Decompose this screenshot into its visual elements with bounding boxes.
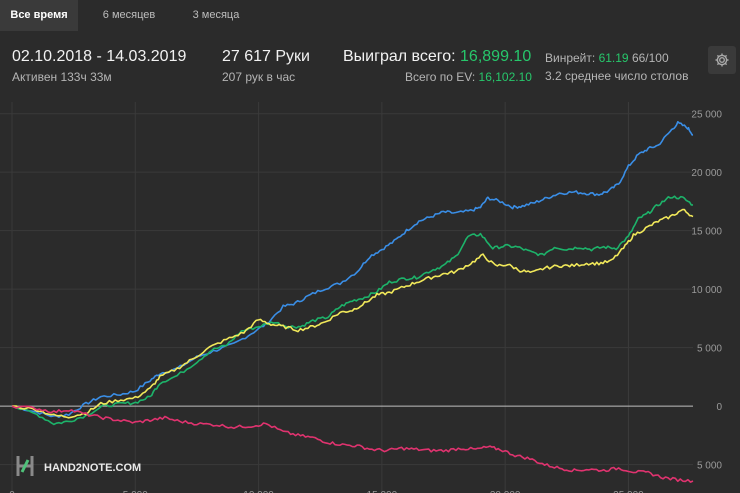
y-tick-label: 25 000 — [691, 110, 722, 121]
chart-axis-labels: 0 5 000 10 000 15 000 20 000 25 000 5 000 0 5 00… — [9, 110, 722, 493]
y-tick-label: 5 000 — [697, 344, 722, 355]
pink-series-line — [11, 405, 694, 483]
ev-total: Всего по EV: 16,102.10 — [405, 70, 532, 84]
hands-count: 27 617 Руки — [222, 48, 310, 65]
period-tabs: Все время 6 месяцев 3 месяца — [0, 0, 740, 31]
tab-6-months[interactable]: 6 месяцев — [102, 9, 156, 21]
y-tick-label: 5 000 — [697, 461, 722, 472]
green-series-line — [11, 195, 694, 426]
x-tick-label: 5 000 — [123, 490, 148, 493]
chart-series — [11, 121, 694, 483]
hand2note-logo: HAND2NOTE.COM — [16, 456, 141, 476]
gear-icon — [715, 53, 729, 67]
chart-grid — [0, 102, 693, 493]
won-total-label: Выиграл всего: — [343, 48, 456, 65]
winrate-value: 61.19 — [598, 51, 629, 65]
x-tick-label: 15 000 — [367, 490, 398, 493]
blue-series-line — [11, 121, 694, 419]
winrate-extra: 66/100 — [631, 51, 669, 65]
hands-per-hour: 207 рук в час — [222, 70, 296, 84]
settings-button[interactable] — [708, 46, 736, 74]
x-tick-label: 20 000 — [490, 490, 521, 493]
ev-total-value: 16,102.10 — [478, 70, 532, 84]
tab-all-time[interactable]: Все время — [0, 0, 78, 31]
active-time: Активен 133ч 33м — [12, 70, 112, 84]
y-tick-label: 0 — [716, 402, 722, 413]
won-total: Выиграл всего: 16,899.10 — [343, 48, 531, 66]
ev-total-label: Всего по EV: — [405, 70, 476, 84]
y-tick-label: 20 000 — [691, 168, 722, 179]
logo-text: HAND2NOTE.COM — [44, 462, 141, 474]
yellow-series-line — [11, 208, 694, 419]
y-tick-label: 10 000 — [691, 285, 722, 296]
logo-icon — [16, 456, 34, 476]
x-tick-label: 0 — [9, 490, 15, 493]
x-tick-label: 25 000 — [613, 490, 644, 493]
winrate: Винрейт: 61.19 66/100 — [545, 51, 669, 65]
tab-3-months[interactable]: 3 месяца — [192, 9, 240, 21]
date-range: 02.10.2018 - 14.03.2019 — [12, 48, 187, 65]
won-total-value: 16,899.10 — [460, 48, 532, 65]
avg-tables: 3.2 среднее число столов — [545, 69, 689, 83]
winrate-label: Винрейт: — [545, 51, 596, 65]
y-tick-label: 15 000 — [691, 227, 722, 238]
x-tick-label: 10 000 — [243, 490, 274, 493]
